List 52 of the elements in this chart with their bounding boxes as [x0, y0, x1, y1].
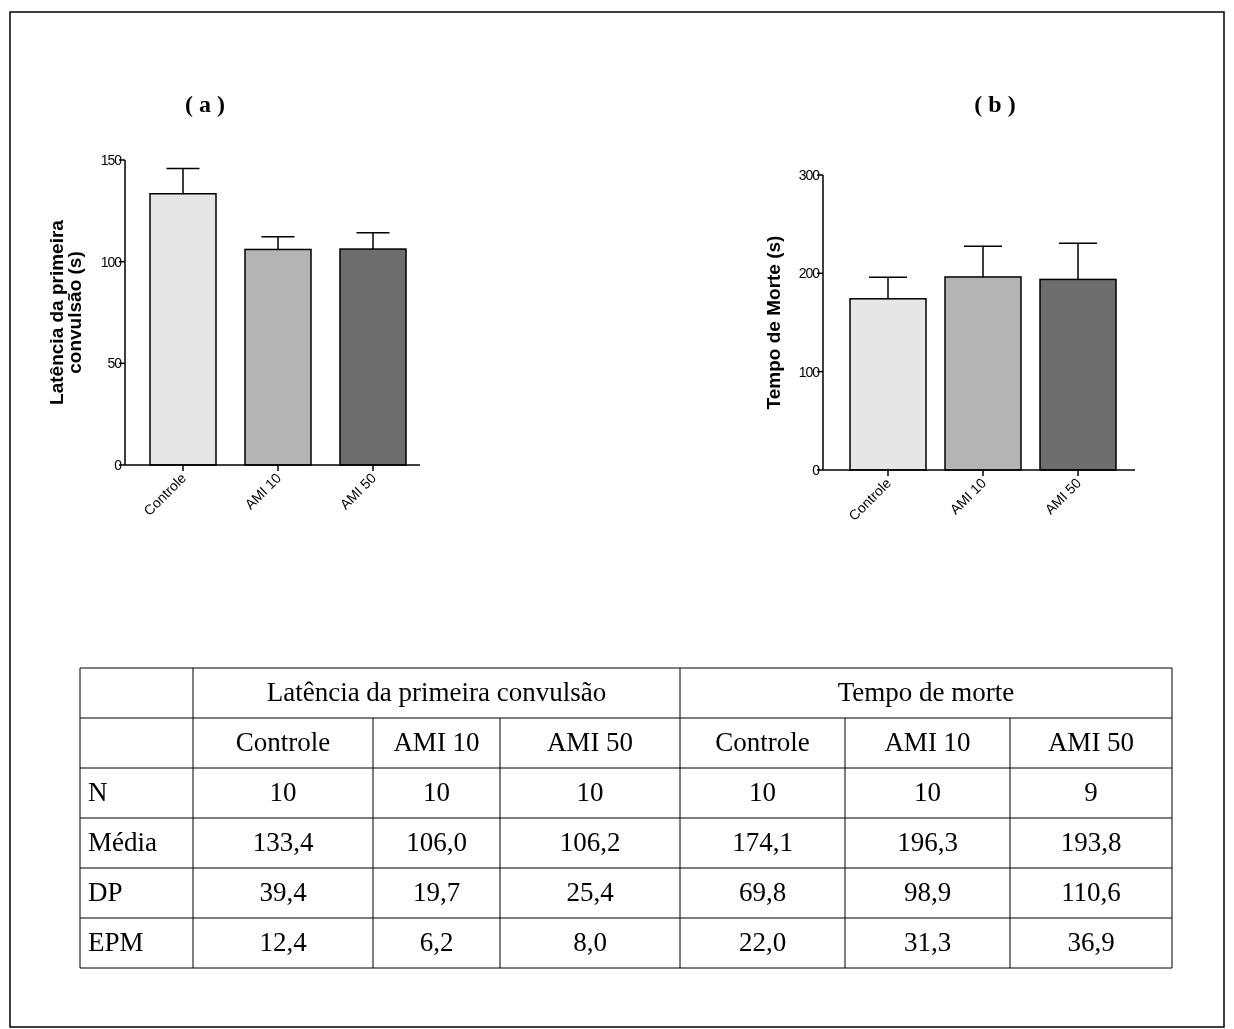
text: AMI 50 [1047, 727, 1135, 757]
text: N [88, 777, 108, 807]
text: 6,2 [419, 927, 454, 957]
x-tick-label: AMI 10 [946, 474, 990, 518]
text: 9 [1084, 777, 1098, 807]
x-tick-label: AMI 50 [1041, 474, 1085, 518]
text: DP [88, 877, 123, 907]
text: 10 [914, 777, 941, 807]
chart-title: ( a ) [185, 91, 225, 117]
text: Controle [235, 727, 331, 757]
text: 106,2 [559, 827, 621, 857]
text: AMI 10 [884, 727, 971, 757]
y-tick-label: 300 [798, 167, 821, 183]
text: 10 [576, 777, 604, 807]
text: 31,3 [903, 927, 952, 957]
y-tick-label: 200 [798, 265, 821, 282]
text: Latência da primeira convulsão [266, 677, 607, 707]
y-tick-label: 100 [798, 363, 821, 380]
x-tick-label: AMI 50 [336, 469, 380, 513]
y-tick-label: 50 [107, 355, 123, 372]
text: 10 [423, 777, 450, 807]
text: 98,9 [903, 877, 952, 907]
text: 36,9 [1067, 927, 1115, 957]
y-tick-label: 0 [812, 462, 821, 478]
y-tick-label: 0 [114, 457, 123, 473]
text: 10 [269, 777, 297, 807]
text: Controle [715, 727, 810, 757]
text: 110,6 [1061, 877, 1121, 907]
text: 196,3 [897, 827, 958, 857]
text: EPM [88, 927, 144, 957]
text: AMI 50 [546, 727, 634, 757]
x-tick-label: AMI 10 [241, 469, 285, 513]
text: 19,7 [412, 877, 461, 907]
text: 174,1 [732, 827, 793, 857]
text: Tempo de morte [837, 677, 1015, 707]
text: 8,0 [573, 927, 607, 957]
text: 22,0 [738, 927, 787, 957]
text: 25,4 [566, 877, 615, 907]
text: 39,4 [259, 877, 308, 907]
text: AMI 10 [393, 727, 480, 757]
text: 193,8 [1060, 827, 1122, 857]
text: 12,4 [259, 927, 308, 957]
text: 106,0 [406, 827, 467, 857]
y-tick-label: 100 [100, 253, 123, 270]
text: 10 [749, 777, 776, 807]
text: Média [88, 827, 157, 857]
y-axis-title: Latência da primeira convulsão (s) [46, 219, 85, 405]
text: 133,4 [252, 827, 314, 857]
y-tick-label: 150 [100, 152, 123, 168]
y-axis-title: Tempo de Morte (s) [763, 235, 784, 410]
chart-title: ( b ) [974, 91, 1016, 117]
text: 69,8 [738, 877, 787, 907]
